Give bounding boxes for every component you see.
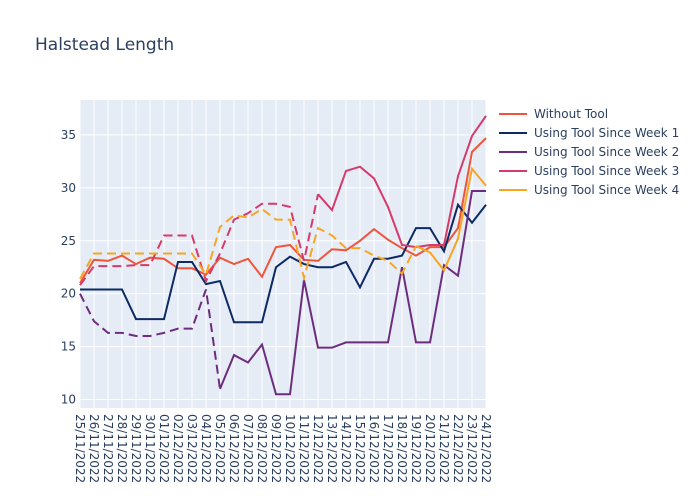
y-tick-label: 30: [61, 181, 76, 195]
x-tick-label: 19/12/2022: [409, 414, 423, 483]
y-axis: 10 15 20 25 30 35: [61, 128, 76, 407]
series-line: [219, 190, 486, 396]
x-tick-label: 14/12/2022: [339, 414, 353, 483]
series-line: [79, 137, 487, 284]
x-tick-label: 10/12/2022: [283, 414, 297, 483]
series-layer: [79, 115, 487, 396]
x-tick-label: 22/12/2022: [451, 414, 465, 483]
x-tick-label: 05/12/2022: [213, 414, 227, 483]
x-tick-label: 26/11/2022: [87, 414, 101, 483]
legend-item[interactable]: Using Tool Since Week 1: [499, 126, 679, 140]
legend-item[interactable]: Using Tool Since Week 2: [499, 145, 679, 159]
legend-label: Using Tool Since Week 4: [534, 183, 679, 197]
x-tick-label: 13/12/2022: [325, 414, 339, 483]
chart-title: Halstead Length: [35, 35, 174, 55]
series-line-dashed: [79, 193, 319, 286]
series-line: [80, 202, 487, 324]
y-tick-label: 35: [61, 128, 76, 142]
series-5: [79, 166, 487, 282]
series-4: [79, 115, 487, 286]
y-tick-label: 25: [61, 234, 76, 248]
x-tick-label: 27/11/2022: [101, 414, 115, 483]
x-tick-label: 12/12/2022: [311, 414, 325, 483]
x-tick-label: 04/12/2022: [199, 414, 213, 483]
x-tick-label: 30/11/2022: [143, 414, 157, 483]
x-tick-label: 20/12/2022: [423, 414, 437, 483]
x-tick-label: 02/12/2022: [171, 414, 185, 483]
y-tick-label: 10: [61, 393, 76, 407]
x-tick-label: 07/12/2022: [241, 414, 255, 483]
x-tick-label: 29/11/2022: [129, 414, 143, 483]
x-tick-label: 24/12/2022: [479, 414, 493, 483]
x-tick-label: 06/12/2022: [227, 414, 241, 483]
series-line-dashed: [79, 289, 221, 390]
y-tick-label: 15: [61, 340, 76, 354]
x-tick-label: 03/12/2022: [185, 414, 199, 483]
x-axis: 25/11/2022 26/11/2022 27/11/2022 28/11/2022…: [73, 414, 493, 483]
series-1: [79, 137, 487, 284]
legend[interactable]: Without Tool Using Tool Since Week 1 Using…: [499, 107, 679, 197]
x-tick-label: 11/12/2022: [297, 414, 311, 483]
x-tick-label: 01/12/2022: [157, 414, 171, 483]
legend-item[interactable]: Without Tool: [499, 107, 608, 121]
series-3: [79, 190, 486, 396]
series-2: [80, 202, 487, 324]
x-tick-label: 28/11/2022: [115, 414, 129, 483]
x-tick-label: 18/12/2022: [395, 414, 409, 483]
series-line-dashed: [79, 207, 417, 282]
x-tick-label: 16/12/2022: [367, 414, 381, 483]
legend-label: Using Tool Since Week 1: [534, 126, 679, 140]
legend-item[interactable]: Using Tool Since Week 3: [499, 164, 679, 178]
x-tick-label: 21/12/2022: [437, 414, 451, 483]
legend-item[interactable]: Using Tool Since Week 4: [499, 183, 679, 197]
x-tick-label: 23/12/2022: [465, 414, 479, 483]
legend-label: Without Tool: [534, 107, 608, 121]
x-tick-label: 08/12/2022: [255, 414, 269, 483]
x-tick-label: 15/12/2022: [353, 414, 367, 483]
legend-label: Using Tool Since Week 2: [534, 145, 679, 159]
legend-label: Using Tool Since Week 3: [534, 164, 679, 178]
x-tick-label: 25/11/2022: [73, 414, 87, 483]
series-line: [415, 166, 487, 273]
x-tick-label: 09/12/2022: [269, 414, 283, 483]
series-line: [317, 115, 487, 249]
y-tick-label: 20: [61, 287, 76, 301]
x-tick-label: 17/12/2022: [381, 414, 395, 483]
